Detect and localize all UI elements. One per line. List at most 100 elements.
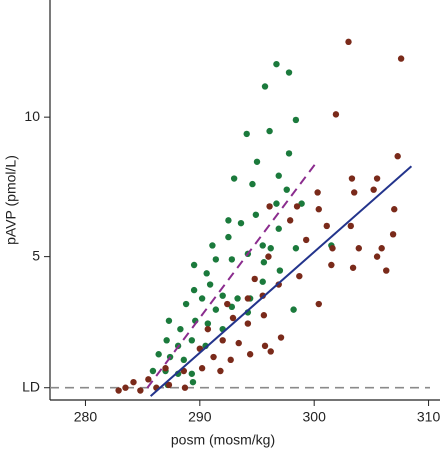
point: [285, 150, 293, 157]
point: [188, 337, 196, 344]
point: [115, 387, 122, 394]
y-tick-label: 5: [32, 247, 40, 263]
point: [228, 256, 236, 263]
point: [285, 69, 293, 76]
point: [212, 306, 220, 313]
point: [204, 320, 212, 327]
point: [373, 253, 381, 260]
point: [298, 200, 305, 207]
point: [228, 303, 236, 311]
point: [163, 337, 170, 344]
point: [189, 378, 197, 386]
point: [383, 267, 390, 274]
point: [182, 300, 190, 308]
point: [181, 384, 189, 391]
point: [204, 325, 212, 333]
point: [329, 245, 336, 252]
point: [266, 127, 273, 135]
point: [259, 292, 266, 299]
point: [251, 275, 258, 283]
point: [290, 306, 297, 313]
y-axis-label: pAVP (pmol/L): [3, 155, 19, 245]
point: [165, 317, 173, 324]
point: [261, 83, 269, 90]
x-tick-label: 280: [74, 409, 98, 425]
point: [348, 175, 356, 182]
point: [246, 351, 254, 358]
point: [212, 256, 220, 263]
point: [225, 233, 232, 241]
point: [391, 206, 398, 213]
point: [165, 381, 173, 389]
point: [394, 153, 401, 160]
point: [244, 320, 252, 327]
point: [351, 189, 358, 196]
point: [137, 387, 144, 394]
point: [252, 211, 260, 218]
fit-line: [146, 161, 318, 389]
point: [234, 295, 241, 302]
x-tick-label: 300: [303, 409, 327, 425]
point: [302, 236, 310, 244]
point: [345, 38, 352, 46]
point: [224, 300, 231, 308]
y-tick-label: 10: [24, 108, 40, 124]
point: [267, 348, 274, 355]
point: [243, 130, 250, 138]
point: [190, 286, 198, 294]
point: [267, 245, 274, 252]
point: [261, 342, 269, 350]
x-tick-label: 310: [417, 409, 441, 425]
point: [347, 222, 354, 230]
point: [373, 175, 381, 182]
point: [296, 272, 303, 280]
point: [323, 222, 330, 230]
point: [219, 292, 226, 299]
point: [283, 186, 290, 193]
point: [260, 312, 268, 319]
point: [244, 295, 252, 302]
point: [206, 281, 214, 288]
point: [293, 203, 301, 210]
point: [198, 365, 206, 372]
point: [349, 264, 357, 271]
point: [277, 334, 285, 341]
point: [249, 180, 256, 188]
point: [230, 175, 238, 182]
point: [259, 278, 266, 285]
point: [227, 356, 234, 364]
point: [273, 60, 280, 68]
point: [332, 111, 340, 118]
point: [315, 300, 322, 308]
point: [198, 295, 206, 302]
point: [190, 261, 198, 269]
point: [210, 353, 217, 361]
point: [259, 242, 266, 249]
point: [225, 217, 232, 224]
point: [177, 325, 184, 333]
point: [149, 367, 157, 375]
point: [162, 365, 169, 372]
point: [265, 253, 272, 260]
point: [260, 259, 268, 266]
point: [276, 267, 284, 274]
point: [180, 356, 188, 364]
point: [273, 200, 280, 207]
point: [389, 231, 397, 238]
point: [292, 116, 300, 124]
fit-line: [149, 165, 413, 397]
point: [203, 270, 210, 277]
point: [130, 378, 137, 386]
point: [275, 225, 282, 232]
point: [122, 384, 129, 391]
point: [253, 158, 261, 165]
point: [275, 172, 282, 179]
point: [286, 217, 294, 224]
point: [209, 242, 216, 249]
x-axis-label: posm (mosm/kg): [171, 432, 275, 448]
point: [188, 370, 196, 377]
x-tick-label: 290: [188, 409, 212, 425]
point: [237, 219, 245, 227]
point: [266, 203, 273, 210]
